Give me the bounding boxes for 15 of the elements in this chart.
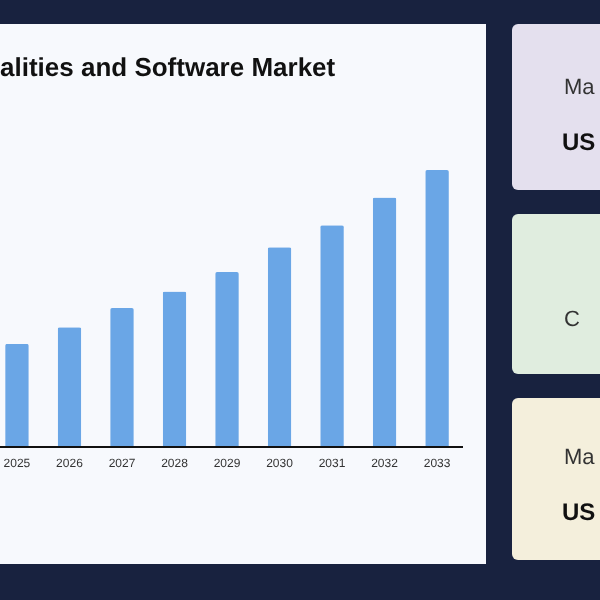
bar: [162, 291, 187, 446]
bar: [372, 197, 397, 446]
bar: [215, 272, 239, 446]
text: C: [564, 308, 580, 332]
bar: [57, 327, 82, 446]
text: Ma: [564, 76, 595, 100]
text: US: [562, 498, 596, 526]
chart-title: alities and Software Market: [0, 52, 337, 82]
bar: [5, 343, 29, 446]
text: US: [562, 128, 596, 156]
text: Ma: [564, 446, 595, 470]
bar: [267, 247, 292, 446]
bar: [320, 225, 344, 446]
bar: [425, 170, 449, 446]
bar: [110, 308, 134, 446]
